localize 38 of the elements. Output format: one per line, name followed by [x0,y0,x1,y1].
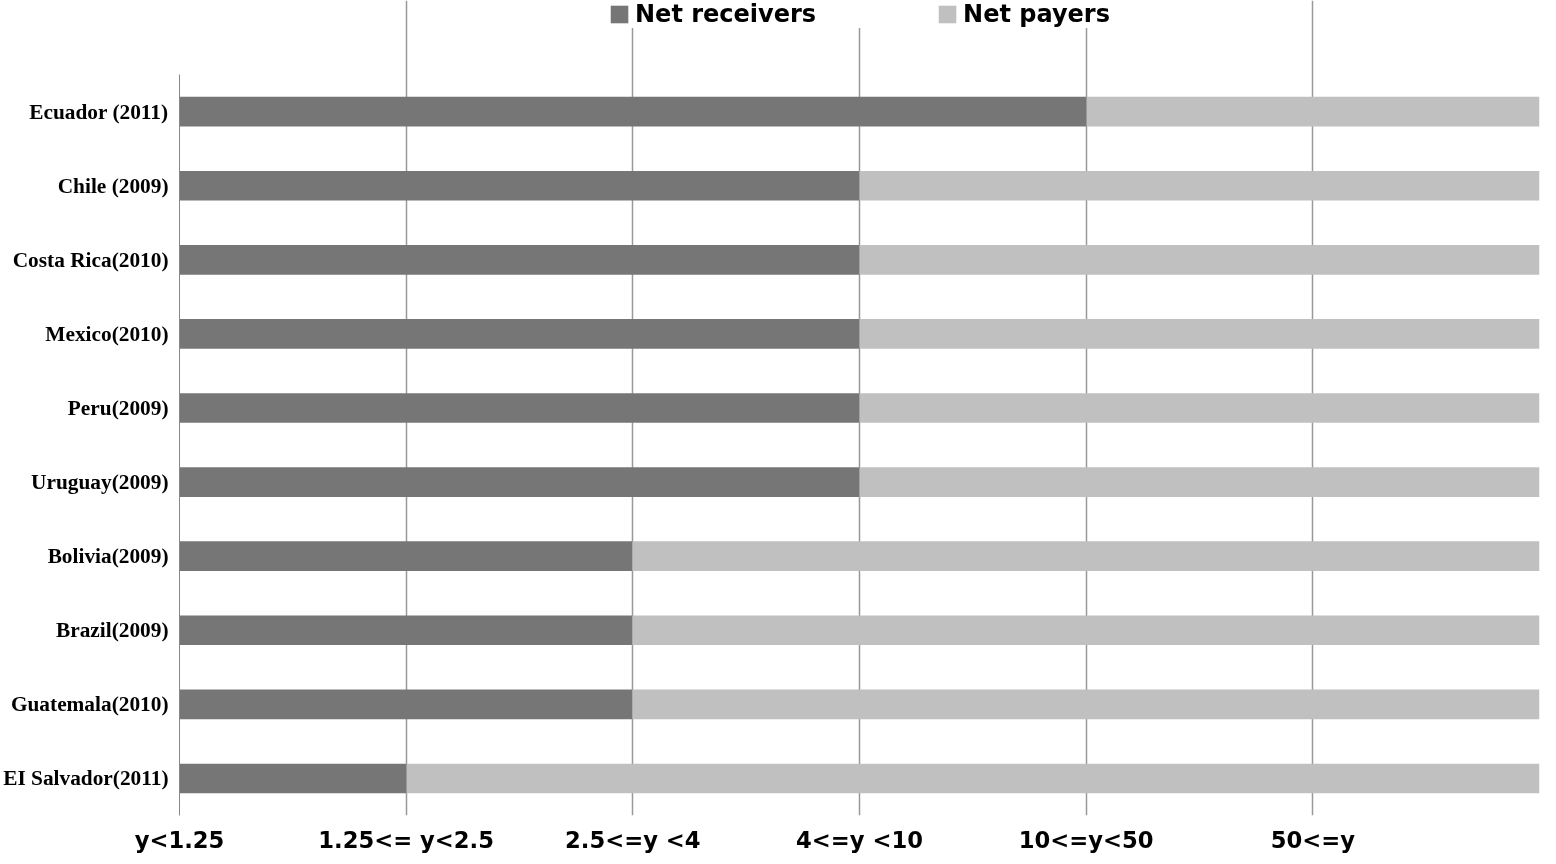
legend-label: Net payers [963,0,1110,28]
bar [179,245,860,275]
bar [179,319,860,349]
bar [179,170,860,201]
y-tick-label: Ecuador (2011) [29,99,169,124]
bar [632,541,1540,571]
bar [859,467,1540,497]
bar [859,245,1540,275]
bar [632,689,1540,720]
bar [406,763,1540,794]
y-tick-label: Guatemala(2010) [10,692,169,717]
y-tick-label: Mexico(2010) [45,321,169,346]
y-tick-label: EI Salvador(2011) [3,766,169,791]
bar [859,170,1540,201]
bar [632,615,1540,646]
y-tick-label: Brazil(2009) [55,618,169,643]
text: 50<=y [1270,826,1356,853]
text: y<1.25 [134,826,225,853]
bar [179,96,1087,127]
bar [179,615,633,646]
y-tick-label: Chile (2009) [57,173,169,198]
bar [179,763,407,794]
y-tick-label: Costa Rica(2010) [12,247,169,272]
text: 2.5<=y <4 [565,826,701,853]
bar [179,689,633,720]
bar [179,541,633,571]
text: 10<=y<50 [1018,826,1154,853]
y-tick-label: Bolivia(2009) [47,544,169,569]
text: 1.25<= y<2.5 [318,826,494,853]
text: 4<=y <10 [796,826,923,853]
bar [859,319,1540,349]
bar [179,467,860,497]
legend-label: Net receivers [635,0,817,28]
bar [179,393,860,423]
bar [1086,96,1540,127]
y-tick-label: Peru(2009) [67,396,169,420]
bar [859,393,1540,423]
y-tick-label: Uruguay(2009) [31,470,169,495]
